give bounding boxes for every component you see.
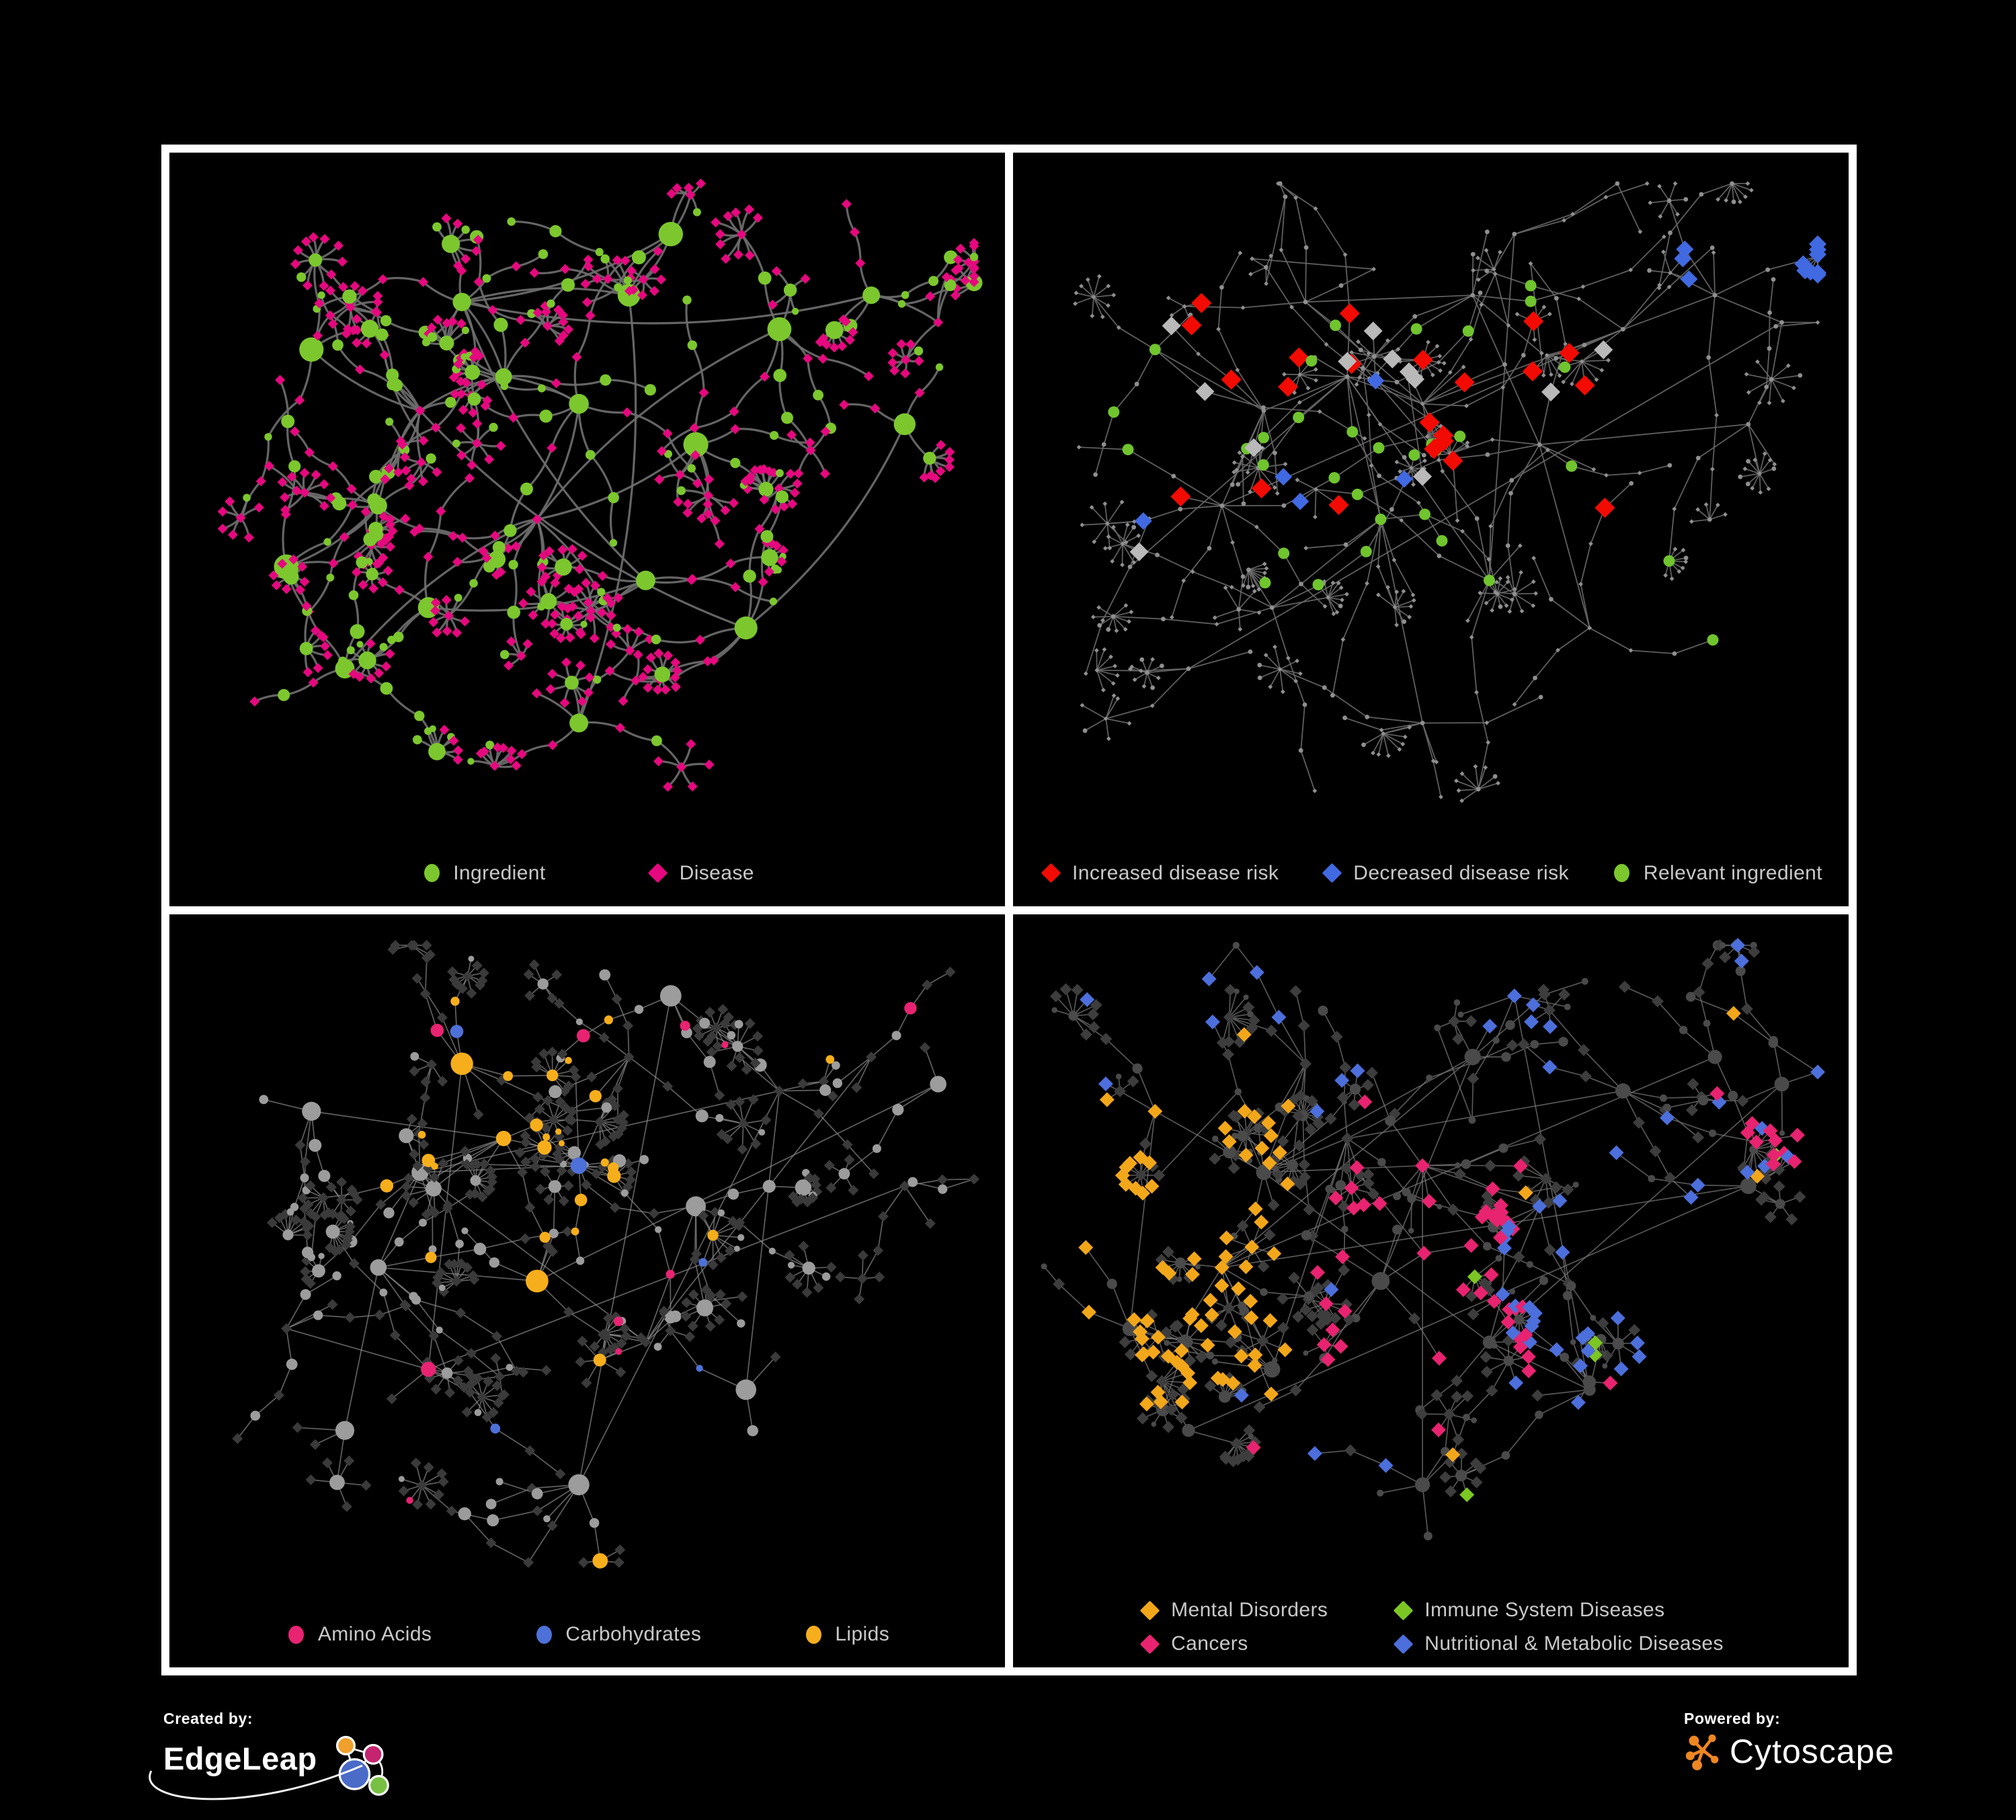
network-graph-ingredient-disease	[217, 178, 983, 792]
legend-label: Disease	[679, 861, 754, 884]
panel-grid: Ingredient Disease Increased disease risk…	[161, 145, 1857, 1675]
diamond-marker-icon	[1320, 862, 1343, 885]
legend-label: Mental Disorders	[1171, 1599, 1328, 1621]
legend-label: Immune System Diseases	[1424, 1599, 1665, 1621]
legend-ingredient-classes: Amino Acids Carbohydrates Lipids	[169, 1623, 1005, 1646]
legend-item-decreased-disease-risk: Decreased disease risk	[1320, 862, 1569, 885]
legend-item-mental-disorders: Mental Disorders	[1138, 1599, 1328, 1622]
circle-marker-icon	[532, 1623, 555, 1646]
legend-disease-classes: Mental Disorders Immune System Diseases Ca…	[1138, 1599, 1724, 1655]
legend-label: Increased disease risk	[1072, 861, 1279, 884]
legend-item-disease: Disease	[647, 862, 754, 885]
legend-label: Nutritional & Metabolic Diseases	[1424, 1632, 1724, 1655]
cytoscape-wordmark: Cytoscape	[1730, 1733, 1895, 1770]
cytoscape-logo-icon	[1685, 1734, 1719, 1770]
network-graph-ingredient-classes	[232, 939, 979, 1569]
panel-ingredient-disease-network: Ingredient Disease	[169, 153, 1005, 906]
legend-label: Relevant ingredient	[1643, 861, 1822, 884]
panel-disease-risk-network: Increased disease risk Decreased disease …	[1013, 153, 1849, 906]
edgeleap-credit: Created by: EdgeLeap	[149, 1710, 452, 1806]
circle-marker-icon	[802, 1623, 825, 1646]
legend-item-lipids: Lipids	[802, 1623, 889, 1646]
legend-label: Amino Acids	[317, 1623, 432, 1645]
powered-by-label: Powered by:	[1684, 1710, 1781, 1727]
legend-label: Carbohydrates	[565, 1623, 702, 1645]
panel-ingredient-classes-network: Amino Acids Carbohydrates Lipids	[169, 914, 1005, 1667]
network-graph-disease-classes	[1041, 937, 1825, 1540]
diamond-marker-icon	[1039, 862, 1062, 885]
legend-ingredient-disease: Ingredient Disease	[169, 862, 1005, 885]
diamond-marker-icon	[1392, 1599, 1414, 1622]
network-graph-disease-risk	[1073, 181, 1826, 803]
legend-label: Cancers	[1171, 1632, 1248, 1655]
circle-marker-icon	[285, 1623, 308, 1646]
legend-disease-risk: Increased disease risk Decreased disease …	[1013, 862, 1849, 885]
diamond-marker-icon	[1392, 1632, 1414, 1655]
edgeleap-lockup: EdgeLeap	[149, 1732, 452, 1806]
created-by-label: Created by:	[163, 1710, 253, 1727]
legend-item-relevant-ingredient: Relevant ingredient	[1611, 862, 1822, 885]
diamond-marker-icon	[647, 862, 670, 885]
edgeleap-logo-icon	[335, 1735, 389, 1796]
circle-marker-icon	[420, 862, 443, 885]
diamond-marker-icon	[1138, 1599, 1161, 1622]
legend-item-increased-disease-risk: Increased disease risk	[1039, 862, 1279, 885]
cytoscape-lockup: Cytoscape	[1684, 1731, 1894, 1772]
legend-item-amino-acids: Amino Acids	[285, 1623, 432, 1646]
cytoscape-credit: Powered by: Cytosc	[1684, 1710, 1894, 1772]
legend-item-immune-system-diseases: Immune System Diseases	[1392, 1599, 1724, 1622]
diamond-marker-icon	[1138, 1632, 1161, 1655]
legend-item-nutritional-metabolic-diseases: Nutritional & Metabolic Diseases	[1392, 1632, 1724, 1655]
legend-label: Ingredient	[453, 861, 546, 884]
legend-label: Lipids	[835, 1623, 890, 1645]
legend-item-carbohydrates: Carbohydrates	[532, 1623, 701, 1646]
legend-item-cancers: Cancers	[1138, 1632, 1328, 1655]
legend-item-ingredient: Ingredient	[420, 862, 545, 885]
circle-marker-icon	[1611, 862, 1634, 885]
panel-disease-classes-network: Mental Disorders Immune System Diseases Ca…	[1013, 914, 1849, 1667]
legend-label: Decreased disease risk	[1353, 861, 1569, 884]
edgeleap-wordmark: EdgeLeap	[163, 1741, 317, 1776]
